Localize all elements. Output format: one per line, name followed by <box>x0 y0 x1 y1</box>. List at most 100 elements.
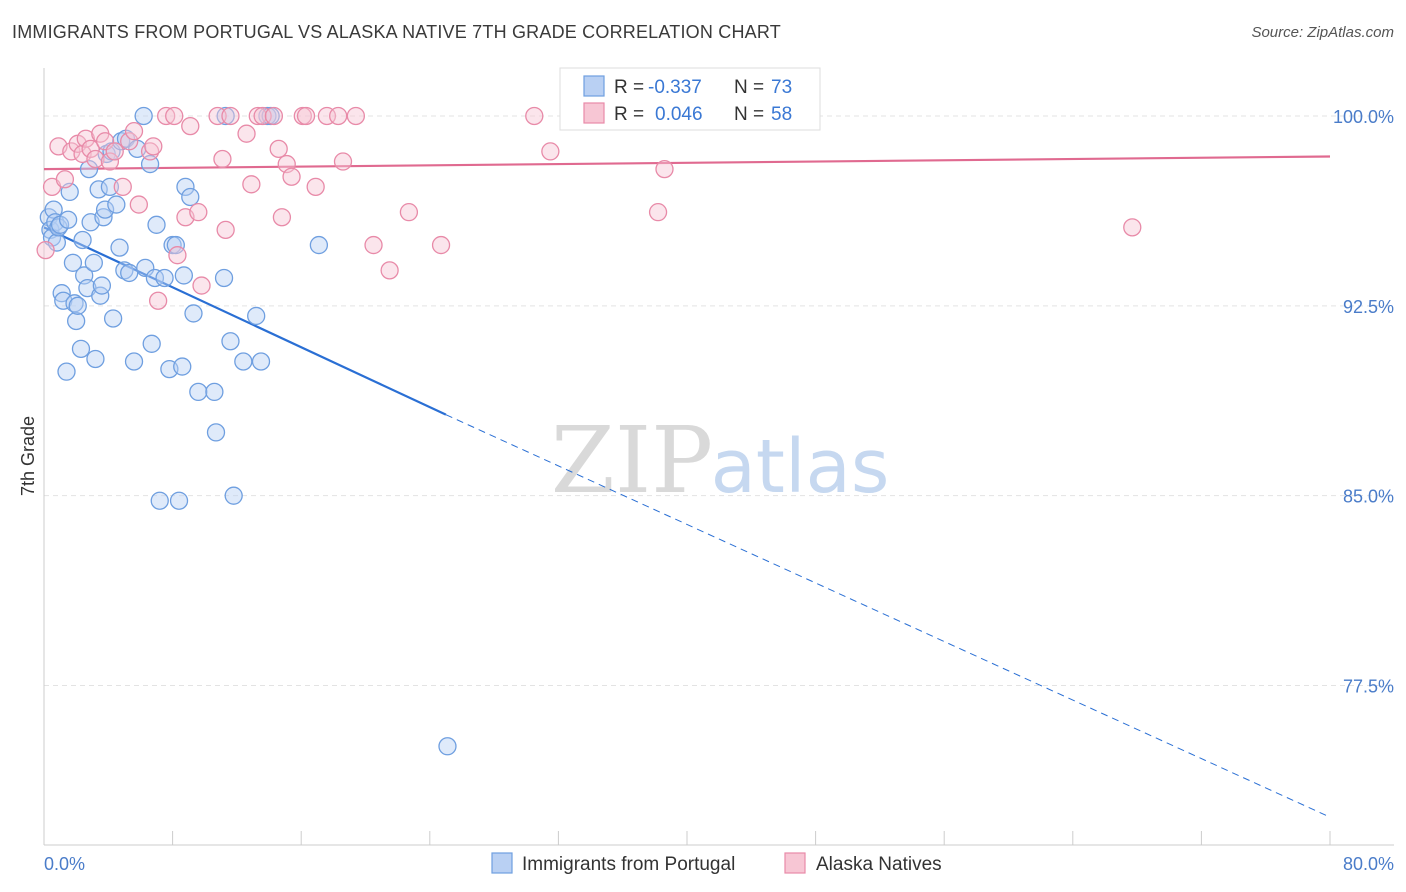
point-blue <box>150 491 169 510</box>
point-blue <box>124 352 144 371</box>
legend-r-value-blue: -0.337 <box>648 77 702 98</box>
bottom-legend-swatch-blue <box>491 852 513 874</box>
legend-swatch-pink <box>583 102 605 124</box>
point-blue <box>100 177 120 196</box>
point-blue <box>173 357 192 376</box>
point-pink <box>1123 218 1142 237</box>
trend-line-pink <box>43 155 1331 171</box>
gridlines <box>44 115 1394 687</box>
point-blue <box>251 352 271 371</box>
point-pink <box>181 116 200 136</box>
point-blue <box>155 268 174 288</box>
legend-r-label-pink: R = <box>614 104 644 125</box>
point-blue <box>67 311 86 331</box>
point-pink <box>36 240 55 260</box>
y-tick-label: 92.5% <box>1343 297 1394 317</box>
point-blue <box>140 154 160 174</box>
point-blue <box>57 362 76 381</box>
legend-r-value-pink: 0.046 <box>655 104 703 125</box>
point-blue <box>115 261 134 280</box>
point-pink <box>86 149 105 169</box>
point-blue <box>54 291 73 310</box>
point-blue <box>84 253 103 272</box>
legend-n-label-blue: N = <box>734 77 764 98</box>
axes <box>43 68 1394 846</box>
point-blue <box>189 382 208 402</box>
point-blue <box>71 339 91 359</box>
point-pink <box>113 177 132 196</box>
point-blue <box>134 106 153 126</box>
x-ticks <box>43 831 1331 845</box>
point-pink <box>81 139 100 159</box>
point-blue <box>176 177 195 196</box>
point-blue <box>142 334 161 353</box>
point-pink <box>282 167 301 186</box>
point-pink <box>213 149 232 169</box>
y-ticks: 77.5% 85.0% 92.5% 100.0% <box>1333 107 1394 697</box>
point-blue <box>169 491 189 510</box>
point-blue <box>438 737 457 756</box>
point-blue <box>147 215 166 234</box>
x-tick-label-min: 0.0% <box>44 854 85 874</box>
y-tick-label: 77.5% <box>1343 677 1394 697</box>
point-pink <box>399 203 419 222</box>
legend-n-label-pink: N = <box>734 104 764 125</box>
point-pink <box>380 261 399 280</box>
point-pink <box>55 170 75 189</box>
point-pink <box>216 220 235 240</box>
point-pink <box>306 177 325 196</box>
point-blue <box>184 304 203 323</box>
trend-lines <box>43 155 1331 818</box>
data-points <box>36 106 1142 756</box>
point-pink <box>346 106 366 126</box>
y-tick-label: 85.0% <box>1343 487 1394 507</box>
legend-n-value-pink: 58 <box>771 104 792 125</box>
point-blue <box>181 187 200 207</box>
point-blue <box>79 159 99 179</box>
point-blue <box>234 352 253 371</box>
point-pink <box>329 106 348 126</box>
point-pink <box>333 152 353 171</box>
chart-title: IMMIGRANTS FROM PORTUGAL VS ALASKA NATIV… <box>12 22 781 42</box>
point-pink <box>221 106 240 126</box>
point-blue <box>65 294 84 313</box>
point-blue <box>145 268 165 288</box>
watermark: ZIP atlas <box>551 407 890 514</box>
point-pink <box>248 106 267 126</box>
point-pink <box>655 159 674 179</box>
legend-r-label-blue: R = <box>614 77 644 98</box>
point-pink <box>168 246 187 265</box>
point-pink <box>541 142 560 161</box>
legend-box: R = -0.337 N = 73 R = 0.046 N = 58 <box>559 67 821 131</box>
point-pink <box>144 137 163 156</box>
point-pink <box>648 203 668 222</box>
point-blue <box>221 332 240 351</box>
point-pink <box>269 139 288 159</box>
point-blue <box>309 235 329 255</box>
chart-source: Source: ZipAtlas.com <box>1251 24 1394 41</box>
point-pink <box>100 152 120 171</box>
point-blue <box>95 200 115 219</box>
point-blue <box>103 309 123 328</box>
y-axis-label: 7th Grade <box>18 416 38 496</box>
point-blue <box>247 306 266 326</box>
point-blue <box>224 486 243 505</box>
bottom-legend-label-pink: Alaska Natives <box>816 854 942 875</box>
point-blue <box>89 180 108 199</box>
point-blue <box>107 195 126 214</box>
point-blue <box>94 208 113 227</box>
point-blue <box>206 423 226 442</box>
legend-n-value-blue: 73 <box>771 77 792 98</box>
point-blue <box>52 284 71 303</box>
point-pink <box>140 142 160 161</box>
point-blue <box>92 276 112 295</box>
point-pink <box>208 106 227 126</box>
point-pink <box>120 132 139 151</box>
point-pink <box>129 195 148 214</box>
point-blue <box>205 382 224 402</box>
point-blue <box>110 238 129 257</box>
point-pink <box>264 106 284 126</box>
point-pink <box>431 235 451 255</box>
point-blue <box>86 349 105 369</box>
point-pink <box>525 106 544 126</box>
